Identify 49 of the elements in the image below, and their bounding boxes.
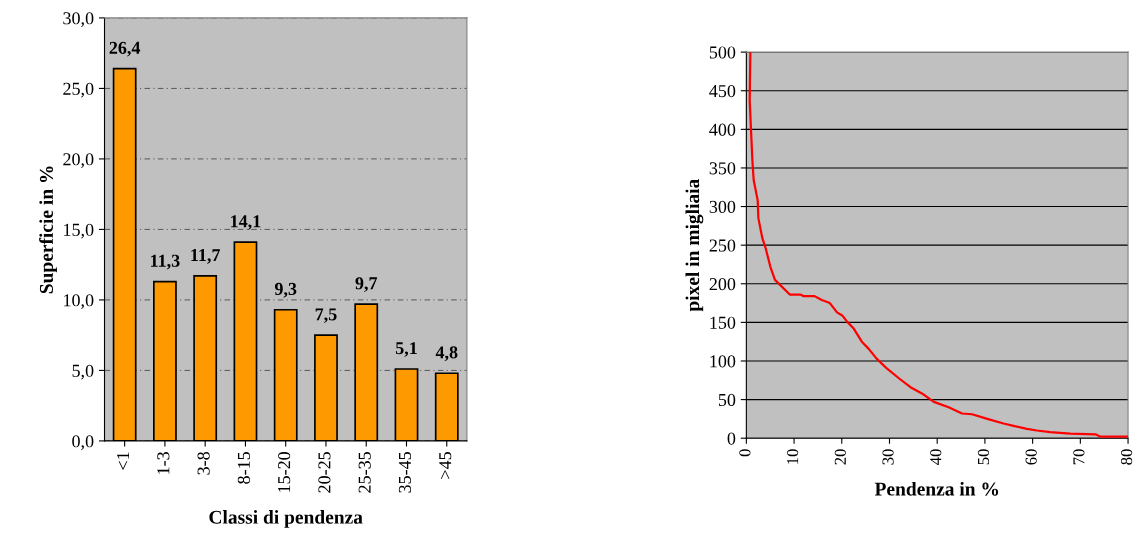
y-tick-label: 300 [709, 200, 736, 213]
y-tick-label: 25,0 [63, 82, 94, 98]
x-tick-label: 30 [882, 449, 894, 465]
data-label: 11,7 [191, 249, 221, 264]
y-axis-title: pixel in migliaia [685, 179, 704, 312]
y-tick-label: 350 [709, 162, 736, 175]
x-tick-label: 60 [1025, 449, 1037, 465]
y-tick-label: 50 [718, 393, 736, 407]
data-label: 5,1 [395, 342, 417, 357]
data-label: 9,3 [274, 282, 297, 298]
x-tick-label: 8-15 [237, 452, 250, 484]
y-tick-label: 500 [709, 46, 736, 59]
x-tick-label: 25-35 [358, 452, 371, 493]
x-tick-label: 80 [1120, 449, 1133, 465]
y-tick-label: 10,0 [64, 294, 94, 309]
y-tick-label: 0,0 [72, 435, 94, 450]
y-tick-label: 0 [727, 432, 736, 445]
x-tick-label: 0 [739, 449, 751, 457]
y-tick-label: 30,0 [63, 12, 94, 27]
x-tick-label: <1 [117, 452, 129, 470]
data-label: 14,1 [231, 215, 261, 230]
y-tick-label: 100 [710, 355, 736, 368]
y-axis-title: Superficie in % [39, 166, 57, 294]
y-tick-label: 200 [709, 278, 736, 291]
x-axis-title: Classi di pendenza [209, 510, 363, 528]
x-tick-label: 70 [1073, 449, 1085, 465]
y-tick-label: 20,0 [63, 153, 94, 168]
y-tick-label: 400 [709, 123, 736, 136]
y-tick-label: 150 [710, 316, 736, 329]
x-tick-label: 40 [930, 449, 942, 465]
data-label: 9,7 [355, 277, 378, 292]
x-tick-label: 3-8 [197, 452, 210, 475]
x-tick-label: >45 [439, 452, 452, 479]
data-label: 4,8 [435, 346, 458, 362]
y-tick-label: 5,0 [72, 364, 94, 380]
data-label: 7,5 [315, 308, 337, 324]
data-label: 11,3 [151, 254, 180, 270]
x-tick-label: 1-3 [157, 452, 170, 474]
x-tick-label: 20 [834, 449, 846, 465]
x-tick-label: 10 [786, 449, 799, 464]
y-tick-label: 450 [709, 84, 736, 98]
x-tick-label: 20-25 [318, 452, 331, 493]
y-tick-label: 15,0 [64, 223, 94, 239]
data-label: 26,4 [109, 41, 141, 57]
x-tick-label: 35-45 [398, 452, 412, 493]
x-tick-label: 50 [977, 449, 990, 465]
x-axis-title: Pendenza in % [874, 481, 999, 496]
y-tick-label: 250 [709, 239, 736, 252]
x-tick-label: 15-20 [278, 452, 291, 492]
